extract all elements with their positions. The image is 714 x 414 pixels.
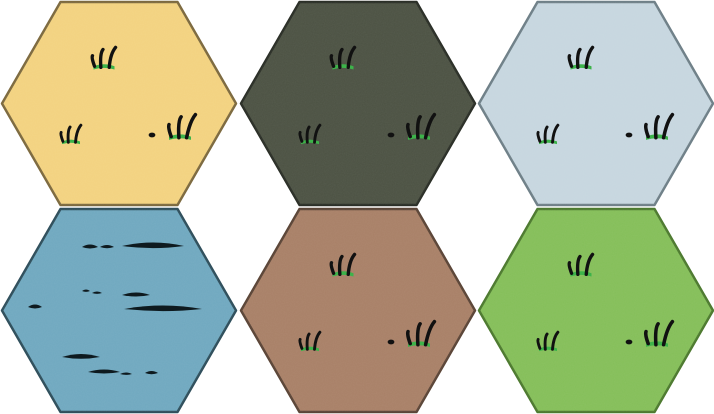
grass-tuft-bottom-right: [643, 319, 675, 347]
wave-stroke: [122, 242, 184, 249]
grass-tuft-bottom-left: [59, 123, 83, 145]
wave-stroke: [28, 304, 42, 309]
grass-blade: [59, 130, 65, 143]
grass-blade: [184, 112, 198, 140]
grass-blade: [405, 329, 412, 346]
hex-tile-snow[interactable]: [477, 0, 714, 207]
grass-tuft-bottom-left: [536, 123, 560, 145]
wave-stroke: [145, 371, 158, 375]
grass-blade: [536, 337, 542, 350]
grass-blade: [551, 123, 560, 144]
grass-blade: [584, 45, 595, 70]
grass-blade: [551, 330, 560, 351]
grass-tuft-bottom-right: [643, 112, 675, 140]
pebble: [625, 339, 633, 345]
grass-tuft-bottom-right: [405, 319, 437, 347]
hex-texture: [479, 209, 713, 412]
grass-blade: [329, 54, 336, 68]
pebble: [387, 339, 395, 345]
grass-blade: [653, 322, 660, 347]
hex-texture: [2, 2, 236, 205]
grass-tuft-bottom-right: [166, 112, 198, 140]
grass-blade: [337, 47, 344, 70]
wave-stroke: [122, 292, 150, 297]
grass-tuft-top: [90, 45, 118, 70]
wave-stroke: [62, 354, 100, 359]
grass-blade: [66, 125, 72, 144]
hex-texture: [241, 209, 475, 412]
wave-stroke: [82, 289, 90, 292]
grass-blade: [415, 322, 422, 347]
grass-tuft-top: [567, 45, 595, 70]
wave-stroke: [100, 245, 114, 249]
grass-blade: [298, 337, 304, 350]
grass-blade: [405, 122, 412, 139]
hex-texture: [479, 2, 713, 205]
wave-stroke: [124, 305, 202, 312]
grass-blade: [98, 47, 105, 70]
grass-blade: [543, 332, 549, 351]
grass-blade: [575, 47, 582, 70]
wave-stroke: [82, 244, 98, 249]
grass-blade: [643, 122, 650, 139]
grass-blade: [313, 123, 322, 144]
grass-blade: [305, 125, 311, 144]
grass-blade: [423, 319, 437, 347]
hex-tile-swamp[interactable]: [239, 0, 477, 207]
grass-blade: [661, 112, 675, 140]
grass-tuft-top: [329, 252, 357, 277]
grass-blade: [313, 330, 322, 351]
grass-blade: [643, 329, 650, 346]
hex-texture: [241, 2, 475, 205]
pebble: [625, 132, 633, 138]
grass-tuft-top: [567, 252, 595, 277]
grass-blade: [176, 115, 183, 140]
grass-tuft-bottom-left: [298, 123, 322, 145]
pebble: [387, 132, 395, 138]
wave-stroke: [120, 372, 132, 375]
grass-tuft-bottom-right: [405, 112, 437, 140]
grass-blade: [567, 54, 574, 68]
grass-blade: [423, 112, 437, 140]
grass-blade: [543, 125, 549, 144]
grass-blade: [536, 130, 542, 143]
grass-blade: [575, 254, 582, 277]
grass-blade: [584, 252, 595, 277]
grass-tuft-bottom-left: [298, 330, 322, 352]
grass-blade: [166, 122, 173, 139]
wave-stroke: [88, 369, 120, 374]
hex-tile-grassland[interactable]: [477, 207, 714, 414]
grass-blade: [346, 252, 357, 277]
grass-blade: [567, 261, 574, 275]
grass-blade: [107, 45, 118, 70]
hex-tile-dirt[interactable]: [239, 207, 477, 414]
hex-texture: [2, 209, 236, 412]
grass-tuft-bottom-left: [536, 330, 560, 352]
wave-stroke: [92, 291, 102, 294]
grass-blade: [337, 254, 344, 277]
grass-blade: [305, 332, 311, 351]
grass-blade: [329, 261, 336, 275]
hex-tile-water[interactable]: [0, 207, 238, 414]
grass-blade: [661, 319, 675, 347]
grass-blade: [74, 123, 83, 144]
grass-blade: [653, 115, 660, 140]
grass-blade: [90, 54, 97, 68]
grass-blade: [415, 115, 422, 140]
pebble: [148, 132, 156, 138]
grass-blade: [298, 130, 304, 143]
hex-tile-sand[interactable]: [0, 0, 238, 207]
grass-blade: [346, 45, 357, 70]
grass-tuft-top: [329, 45, 357, 70]
